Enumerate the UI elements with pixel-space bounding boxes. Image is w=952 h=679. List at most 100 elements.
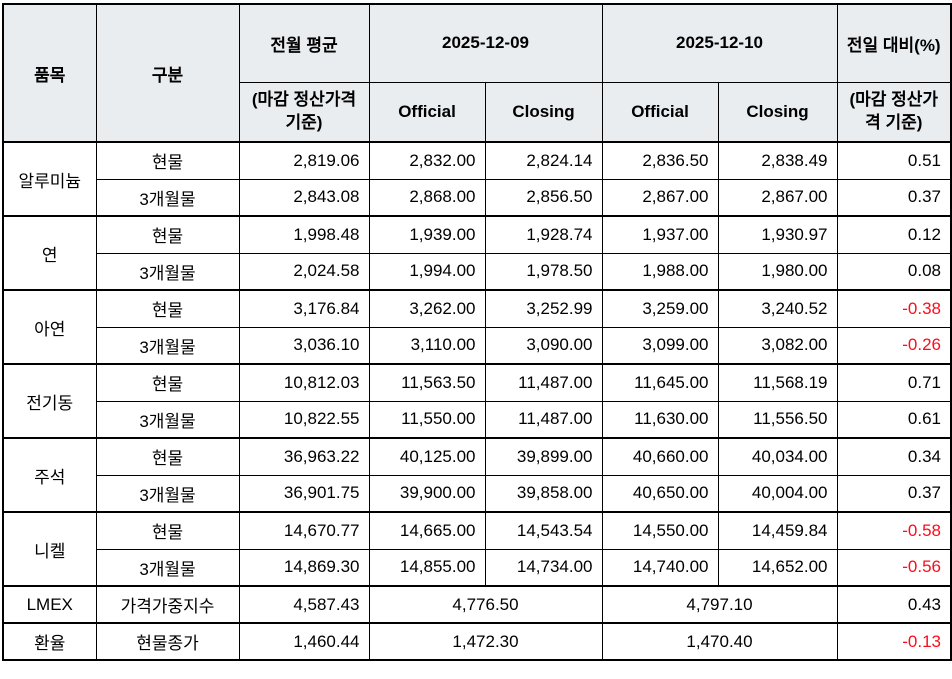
- header-date1: 2025-12-09: [368, 3, 603, 83]
- cell-d1-merged: 4,776.50: [368, 585, 603, 624]
- cell-d1-official: 1,939.00: [368, 215, 486, 254]
- cell-d2-official: 14,550.00: [601, 511, 719, 550]
- cell-prev-avg: 36,963.22: [238, 437, 370, 476]
- cell-category: 3개월물: [95, 178, 240, 217]
- cell-d2-closing: 1,930.97: [717, 215, 838, 254]
- cell-d1-official: 11,563.50: [368, 363, 486, 402]
- cell-item: LMEX: [2, 585, 97, 624]
- cell-change: -0.26: [836, 326, 952, 365]
- cell-item: 아연: [2, 289, 97, 365]
- cell-d2-official: 2,836.50: [601, 141, 719, 180]
- cell-category: 가격가중지수: [95, 585, 240, 624]
- cell-category: 현물: [95, 437, 240, 476]
- table-row: 3개월물 3,036.10 3,110.00 3,090.00 3,099.00…: [3, 326, 952, 365]
- cell-change: 0.34: [836, 437, 952, 476]
- cell-item: 환율: [2, 622, 97, 661]
- cell-d1-closing: 3,090.00: [484, 326, 603, 365]
- cell-d2-official: 11,645.00: [601, 363, 719, 402]
- cell-d1-official: 1,994.00: [368, 252, 486, 291]
- header-date2: 2025-12-10: [601, 3, 838, 83]
- header-d1-official: Official: [368, 81, 486, 143]
- cell-category: 현물: [95, 511, 240, 550]
- cell-prev-avg: 14,670.77: [238, 511, 370, 550]
- cell-d1-official: 2,832.00: [368, 141, 486, 180]
- cell-item: 알루미늄: [2, 141, 97, 217]
- cell-change: -0.56: [836, 548, 952, 587]
- cell-d1-official: 2,868.00: [368, 178, 486, 217]
- cell-d1-official: 40,125.00: [368, 437, 486, 476]
- cell-d2-merged: 4,797.10: [601, 585, 838, 624]
- header-item: 품목: [2, 3, 97, 143]
- cell-prev-avg: 3,036.10: [238, 326, 370, 365]
- cell-change: 0.37: [836, 474, 952, 513]
- cell-category: 3개월물: [95, 548, 240, 587]
- table-row: 니켈 현물 14,670.77 14,665.00 14,543.54 14,5…: [2, 511, 952, 587]
- table-row: 3개월물 2,843.08 2,868.00 2,856.50 2,867.00…: [3, 178, 952, 217]
- cell-change: 0.43: [836, 585, 952, 624]
- table-row: 아연 현물 3,176.84 3,262.00 3,252.99 3,259.0…: [2, 289, 952, 365]
- cell-item: 주석: [2, 437, 97, 513]
- cell-category: 3개월물: [95, 326, 240, 365]
- cell-prev-avg: 3,176.84: [238, 289, 370, 328]
- cell-d2-official: 1,937.00: [601, 215, 719, 254]
- cell-change: -0.13: [836, 622, 952, 661]
- cell-prev-avg: 1,998.48: [238, 215, 370, 254]
- cell-d2-closing: 40,004.00: [717, 474, 838, 513]
- cell-item: 니켈: [2, 511, 97, 587]
- table-row: 환율 현물종가 1,460.44 1,472.30 1,470.40 -0.13: [2, 622, 952, 661]
- cell-d1-closing: 11,487.00: [484, 363, 603, 402]
- cell-category: 현물: [95, 289, 240, 328]
- table-row: LMEX 가격가중지수 4,587.43 4,776.50 4,797.10 0…: [2, 585, 952, 624]
- cell-d1-closing: 11,487.00: [484, 400, 603, 439]
- header-row-1: 품목 구분 전월 평균 2025-12-09 2025-12-10 전일 대비(…: [2, 3, 952, 143]
- table-row: 알루미늄 현물 2,819.06 2,832.00 2,824.14 2,836…: [2, 141, 952, 217]
- cell-d2-official: 14,740.00: [601, 548, 719, 587]
- cell-prev-avg: 1,460.44: [238, 622, 370, 661]
- cell-prev-avg: 2,819.06: [238, 141, 370, 180]
- cell-d2-closing: 40,034.00: [717, 437, 838, 476]
- cell-prev-avg: 2,843.08: [238, 178, 370, 217]
- cell-change: 0.12: [836, 215, 952, 254]
- cell-d1-official: 3,262.00: [368, 289, 486, 328]
- table-row: 3개월물 2,024.58 1,994.00 1,978.50 1,988.00…: [3, 252, 952, 291]
- cell-prev-avg: 10,822.55: [238, 400, 370, 439]
- cell-prev-avg: 14,869.30: [238, 548, 370, 587]
- cell-category: 3개월물: [95, 400, 240, 439]
- table-header: 품목 구분 전월 평균 2025-12-09 2025-12-10 전일 대비(…: [2, 3, 952, 143]
- cell-change: -0.58: [836, 511, 952, 550]
- cell-change: 0.51: [836, 141, 952, 180]
- cell-change: 0.08: [836, 252, 952, 291]
- cell-d1-closing: 39,858.00: [484, 474, 603, 513]
- cell-change: 0.61: [836, 400, 952, 439]
- cell-prev-avg: 4,587.43: [238, 585, 370, 624]
- cell-item: 연: [2, 215, 97, 291]
- cell-prev-avg: 10,812.03: [238, 363, 370, 402]
- cell-d1-closing: 14,543.54: [484, 511, 603, 550]
- cell-d1-merged: 1,472.30: [368, 622, 603, 661]
- table-row: 주석 현물 36,963.22 40,125.00 39,899.00 40,6…: [2, 437, 952, 513]
- cell-d1-closing: 1,928.74: [484, 215, 603, 254]
- cell-d2-official: 3,259.00: [601, 289, 719, 328]
- cell-category: 3개월물: [95, 252, 240, 291]
- cell-d1-official: 14,855.00: [368, 548, 486, 587]
- cell-d2-closing: 1,980.00: [717, 252, 838, 291]
- cell-category: 현물: [95, 141, 240, 180]
- cell-d1-official: 3,110.00: [368, 326, 486, 365]
- header-prev-avg-sub: (마감 정산가격 기준): [238, 81, 370, 143]
- cell-change: 0.71: [836, 363, 952, 402]
- header-change: 전일 대비(%): [836, 3, 952, 83]
- cell-d2-official: 11,630.00: [601, 400, 719, 439]
- cell-d1-closing: 14,734.00: [484, 548, 603, 587]
- cell-category: 현물: [95, 215, 240, 254]
- table-row: 3개월물 10,822.55 11,550.00 11,487.00 11,63…: [3, 400, 952, 439]
- header-change-sub: (마감 정산가격 기준): [836, 81, 952, 143]
- cell-prev-avg: 2,024.58: [238, 252, 370, 291]
- cell-d1-closing: 2,824.14: [484, 141, 603, 180]
- cell-d2-official: 3,099.00: [601, 326, 719, 365]
- cell-d2-closing: 2,838.49: [717, 141, 838, 180]
- cell-change: 0.37: [836, 178, 952, 217]
- table-row: 연 현물 1,998.48 1,939.00 1,928.74 1,937.00…: [2, 215, 952, 291]
- cell-category: 현물종가: [95, 622, 240, 661]
- header-d2-closing: Closing: [717, 81, 838, 143]
